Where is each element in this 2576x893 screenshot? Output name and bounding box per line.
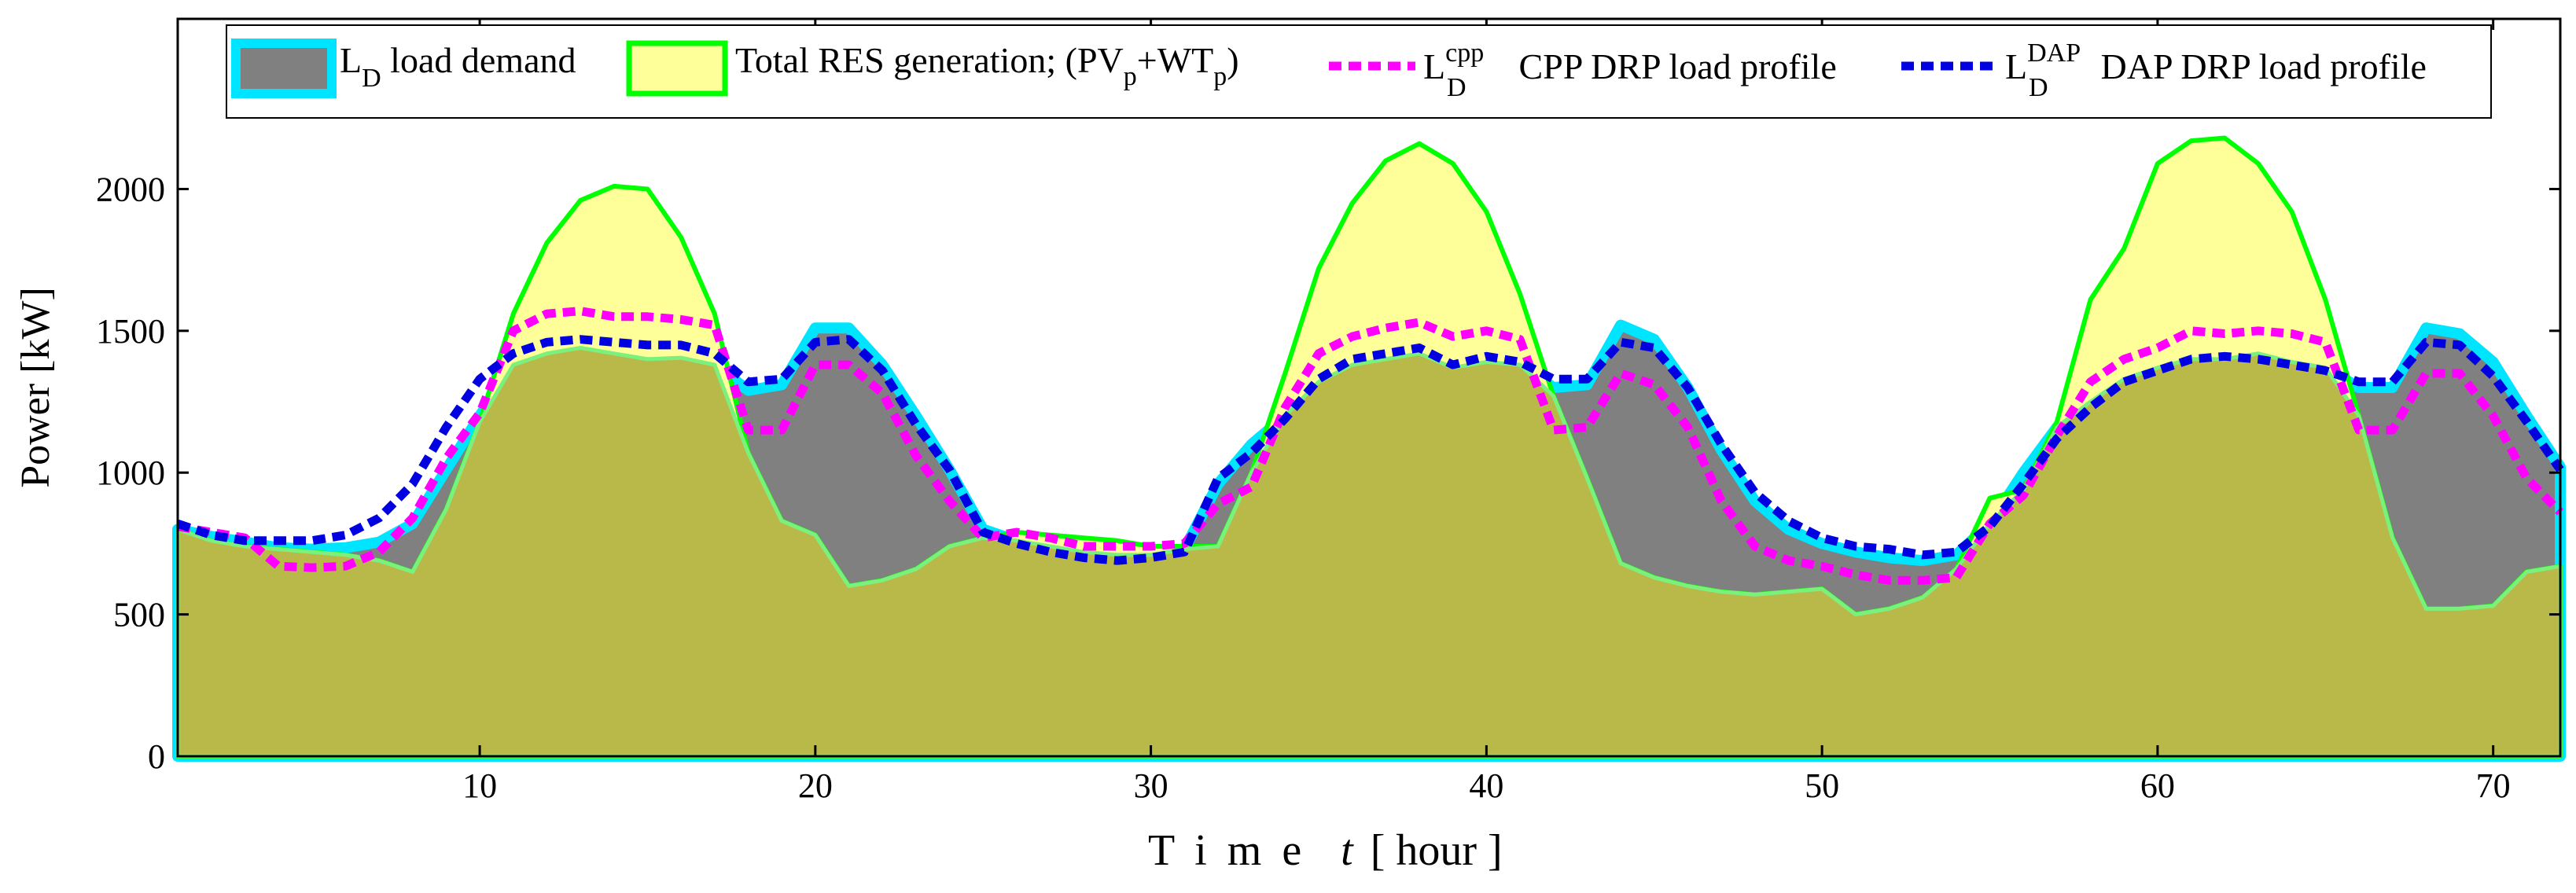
legend: LD load demand Total RES generation; (PVp… xyxy=(226,24,2492,119)
legend-label-dap: LDAP D DAP DRP load profile xyxy=(2005,39,2427,102)
x-tick-label: 10 xyxy=(462,766,497,805)
legend-label-cpp: Lcpp D CPP DRP load profile xyxy=(1423,39,1837,102)
line-layer xyxy=(176,307,2564,585)
x-axis-label-text: T i m e t[ hour ] xyxy=(1148,826,1503,875)
y-tick-label: 2000 xyxy=(96,170,165,208)
y-tick-label: 1500 xyxy=(96,312,165,351)
dap-load-profile-line xyxy=(176,335,2564,565)
overlap-area xyxy=(175,346,2563,759)
y-axis-label: Power [kW] xyxy=(13,287,58,488)
cpp-load-profile-line xyxy=(177,307,2563,585)
y-tick-label: 0 xyxy=(148,737,165,776)
x-axis-label: T i m e t[ hour ] xyxy=(1148,826,1503,875)
y-tick-label: 500 xyxy=(113,596,165,634)
legend-label-load-demand: LD load demand xyxy=(340,40,576,93)
tick-layer: 10 20 30 40 50 60 70 0 500 1000 1500 2000 xyxy=(96,19,2560,805)
x-tick-label: 50 xyxy=(1805,766,1839,805)
x-tick-label: 60 xyxy=(2140,766,2175,805)
x-tick-label: 30 xyxy=(1134,766,1168,805)
x-tick-label: 40 xyxy=(1469,766,1503,805)
legend-swatch-load-demand xyxy=(231,39,337,98)
plot-frame xyxy=(176,17,2562,758)
y-tick-label: 1000 xyxy=(96,454,165,492)
x-tick-label: 70 xyxy=(2476,766,2511,805)
x-tick-label: 20 xyxy=(798,766,833,805)
area-layer xyxy=(172,135,2566,762)
legend-swatch-res-generation xyxy=(626,40,728,97)
legend-box xyxy=(226,24,2492,119)
legend-label-res-generation: Total RES generation; (PVp+WTp) xyxy=(735,40,1239,91)
